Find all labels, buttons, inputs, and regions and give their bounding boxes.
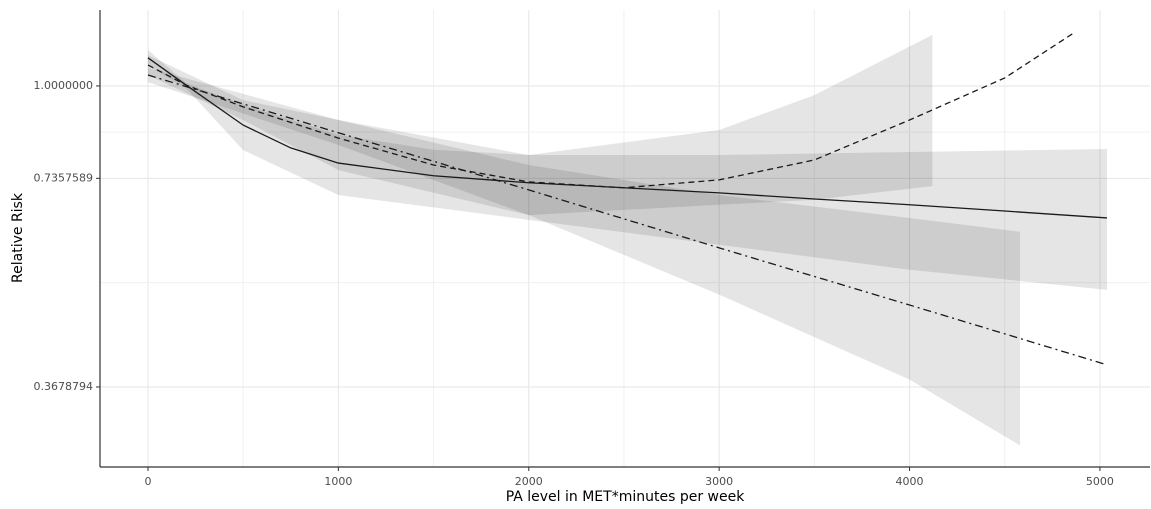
- x-tick-label: 4000: [896, 475, 924, 488]
- confidence-band: [147, 49, 1107, 290]
- x-tick-label: 1000: [324, 475, 352, 488]
- curve: [147, 74, 1108, 366]
- x-tick-label: 2000: [515, 475, 543, 488]
- x-tick-label: 5000: [1086, 475, 1114, 488]
- y-tick-label: 1.0000000: [34, 79, 94, 92]
- curve: [147, 57, 1108, 219]
- lines: [147, 31, 1108, 366]
- y-tick-label: 0.7357589: [34, 171, 94, 184]
- bands: [147, 34, 1107, 446]
- confidence-band: [147, 34, 933, 216]
- confidence-band: [147, 67, 1020, 446]
- y-tick-label: 0.3678794: [34, 380, 94, 393]
- x-tick-label: 0: [144, 475, 151, 488]
- x-tick-label: 3000: [705, 475, 733, 488]
- y-axis-title: Relative Risk: [10, 192, 26, 283]
- curve: [147, 31, 1076, 189]
- x-axis-title: PA level in MET*minutes per week: [506, 489, 746, 505]
- grid: [100, 10, 1150, 467]
